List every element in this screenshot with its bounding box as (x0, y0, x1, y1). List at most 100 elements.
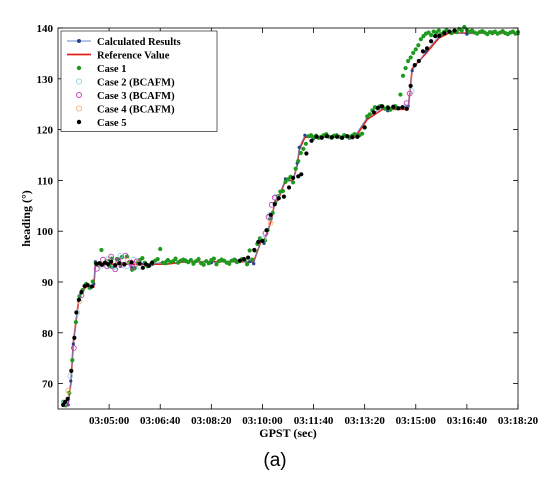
x-tick-label: 03:06:40 (140, 415, 181, 427)
calculated-results-point (297, 145, 301, 149)
case-1-point (206, 261, 211, 266)
case-1-point (99, 247, 104, 253)
x-tick-label: 03:10:00 (242, 415, 283, 427)
case-1-point (163, 261, 168, 266)
case-4-bcafm-point (124, 257, 131, 264)
legend-entry-case-2-bcafm: Case 2 (BCAFM) (75, 77, 175, 88)
case-1-point (360, 131, 365, 136)
case-1-point (170, 259, 176, 264)
case-1-point (303, 141, 308, 146)
case-5-point (146, 263, 152, 268)
case-5-point (424, 46, 430, 51)
legend-label: Calculated Results (97, 37, 181, 48)
case-1-point (280, 188, 285, 194)
case-5-point (314, 134, 319, 139)
case-5-point (386, 105, 391, 110)
case-1-point (196, 257, 201, 262)
axes: 03:05:00 03:06:40 03:08:20 03:10:00 03:11:40… (37, 23, 539, 427)
case-5-point (286, 185, 292, 190)
case-1-point (73, 320, 78, 325)
legend-label: Case 2 (BCAFM) (97, 77, 175, 88)
case-5-point (129, 260, 134, 265)
case-5-point (72, 335, 77, 340)
case-3-bcafm-point (70, 345, 77, 351)
case-5-point (69, 368, 74, 373)
case-1-point (283, 179, 288, 185)
y-axis-title: heading (°) (19, 190, 33, 246)
legend-marker-swatch (75, 105, 83, 112)
case-5-point (355, 134, 360, 139)
case-5-point (362, 125, 367, 130)
case-5-point (437, 33, 442, 38)
case-5-point (404, 106, 409, 111)
case-5-point (329, 135, 335, 140)
case-1-point (140, 256, 145, 261)
case-1-point (90, 279, 95, 284)
case-1-point (426, 30, 431, 35)
case-5-point (447, 29, 452, 34)
case-5-point (122, 262, 127, 267)
case-3-bcafm-point (93, 265, 100, 272)
legend-label: Case 4 (BCAFM) (97, 104, 175, 115)
case-5-point (260, 238, 265, 243)
case-5-point (304, 151, 309, 156)
legend-marker-swatch (77, 39, 81, 43)
case-5-point (241, 257, 247, 262)
case-1-point (413, 47, 418, 52)
case-3-bcafm-point (129, 264, 136, 271)
case-5-point (452, 28, 457, 33)
case-5-point (291, 175, 296, 180)
case-1-point (70, 358, 75, 363)
legend-marker-swatch (76, 65, 82, 71)
case-5-point (65, 396, 70, 401)
case-5-point (105, 262, 111, 267)
case-5-point (256, 239, 261, 244)
calculated-results-point (424, 49, 428, 53)
case-3-bcafm-point (122, 252, 129, 259)
x-tick-label: 03:18:20 (498, 415, 539, 427)
case-1-point (411, 50, 416, 55)
plot-frame (57, 27, 519, 410)
case-1-point (296, 158, 301, 164)
case-5-point (412, 62, 417, 68)
case-5-point (276, 196, 281, 201)
case-5-point (420, 49, 426, 54)
case-3-bcafm-point (406, 90, 413, 97)
series-case-5 (61, 28, 457, 408)
y-tick-label: 90 (42, 277, 54, 289)
y-tick-label: 100 (37, 226, 54, 238)
case-5-point (149, 260, 155, 265)
case-5-point (345, 134, 350, 139)
case-1-point (247, 248, 252, 253)
case-1-point (232, 257, 237, 262)
case-5-point (99, 262, 105, 267)
legend-label: Case 5 (97, 118, 126, 129)
case-5-point (400, 105, 405, 110)
case-1-point (398, 92, 403, 97)
y-tick-label: 140 (37, 23, 54, 35)
case-5-point (296, 174, 301, 179)
case-1-point (403, 66, 408, 71)
case-3-bcafm-point (108, 253, 115, 260)
case-5-point (334, 134, 340, 139)
legend-entry-calculated-results: Calculated Results (67, 37, 181, 48)
case-5-point (85, 282, 90, 288)
case-1-point (408, 55, 413, 60)
case-5-point (89, 284, 94, 289)
case-3-bcafm-point (403, 100, 410, 107)
x-tick-label: 03:16:40 (447, 415, 488, 427)
case-1-point (459, 28, 464, 33)
case-5-point (109, 259, 114, 264)
case-5-point (433, 34, 438, 39)
legend: Calculated Results Reference Value Case 1 C… (60, 30, 218, 132)
case-1-point (227, 261, 232, 266)
calculated-results-point (410, 69, 414, 73)
case-5-point (264, 228, 269, 233)
case-5-point (268, 212, 273, 218)
calculated-results-point (248, 260, 252, 264)
case-5-point (324, 134, 329, 139)
legend-label: Case 3 (BCAFM) (97, 91, 175, 102)
case-5-point (63, 399, 68, 404)
x-axis-title: GPST (sec) (259, 426, 316, 440)
